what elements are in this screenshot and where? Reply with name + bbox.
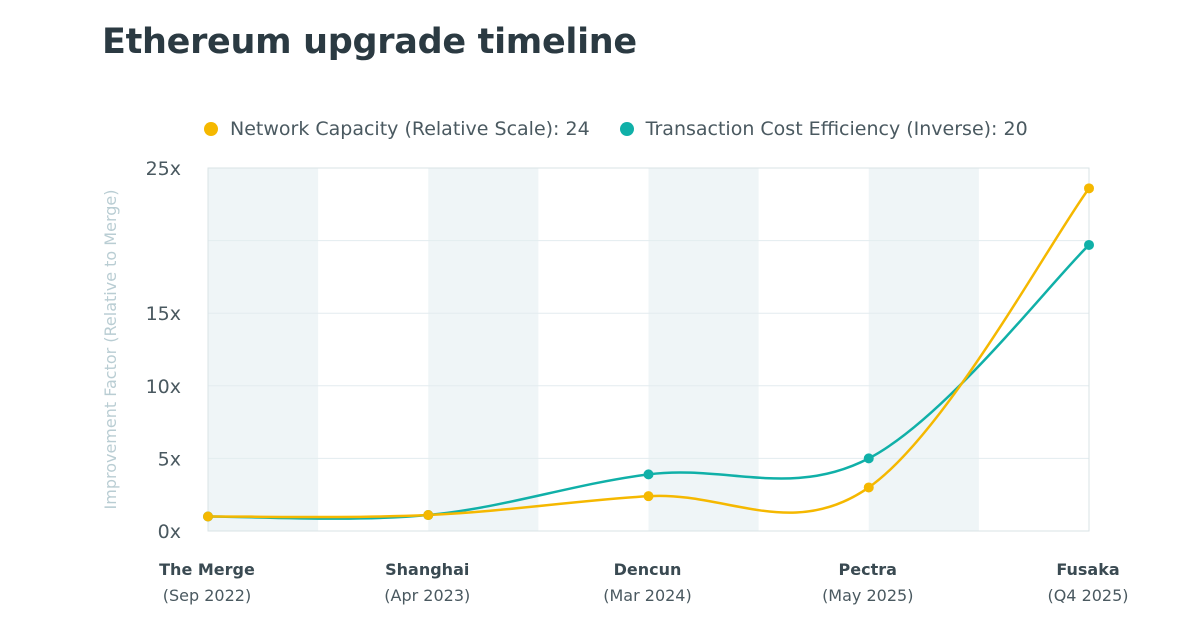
data-point-transaction-cost xyxy=(863,453,874,464)
x-category-name: Pectra xyxy=(839,560,897,579)
x-category-label: Dencun (Mar 2024) xyxy=(603,560,691,605)
x-category-date: (Apr 2023) xyxy=(384,586,470,605)
legend-item-network-capacity[interactable]: Network Capacity (Relative Scale): 24 xyxy=(204,118,590,140)
x-category-date: (Sep 2022) xyxy=(163,586,251,605)
x-category-label: Pectra (May 2025) xyxy=(822,560,913,605)
y-axis-title: Improvement Factor (Relative to Merge) xyxy=(101,190,120,510)
y-tick-label: 10x xyxy=(146,376,181,398)
x-category-date: (Mar 2024) xyxy=(603,586,691,605)
legend-label-network-capacity: Network Capacity (Relative Scale): 24 xyxy=(230,118,590,140)
x-category-name: Dencun xyxy=(614,560,682,579)
plot-band xyxy=(428,168,539,531)
x-category-label: Fusaka (Q4 2025) xyxy=(1047,560,1128,605)
data-point-network-capacity xyxy=(203,511,213,522)
series-line-network-capacity xyxy=(206,187,1091,519)
y-tick-label: 0x xyxy=(158,521,181,543)
plot-border xyxy=(207,167,1090,532)
x-category-label: Shanghai (Apr 2023) xyxy=(384,560,470,605)
legend-item-transaction-cost[interactable]: Transaction Cost Efficiency (Inverse): 2… xyxy=(619,118,1028,140)
data-point-network-capacity xyxy=(423,510,434,521)
x-category-label: The Merge (Sep 2022) xyxy=(159,560,255,605)
x-category-date: (Q4 2025) xyxy=(1047,586,1128,605)
plot-band xyxy=(868,168,979,531)
plot-band xyxy=(208,168,319,531)
legend-marker-transaction-cost xyxy=(619,122,634,136)
data-point-network-capacity xyxy=(1084,183,1094,194)
chart-title: Ethereum upgrade timeline xyxy=(102,22,637,62)
x-category-name: Shanghai xyxy=(385,560,469,579)
data-point-transaction-cost xyxy=(643,469,654,480)
data-point-network-capacity xyxy=(643,491,654,502)
y-tick-label: 15x xyxy=(146,303,181,325)
legend: Network Capacity (Relative Scale): 24 Tr… xyxy=(204,118,1058,140)
x-category-name: Fusaka xyxy=(1056,560,1119,579)
data-point-network-capacity xyxy=(863,482,874,493)
legend-label-transaction-cost: Transaction Cost Efficiency (Inverse): 2… xyxy=(645,118,1028,140)
legend-marker-network-capacity xyxy=(204,122,218,136)
x-category-date: (May 2025) xyxy=(822,586,913,605)
plot-band xyxy=(648,168,759,531)
y-tick-label: 25x xyxy=(146,158,181,180)
x-category-name: The Merge xyxy=(159,560,255,579)
y-tick-label: 5x xyxy=(158,448,181,470)
data-point-transaction-cost xyxy=(1084,239,1094,250)
